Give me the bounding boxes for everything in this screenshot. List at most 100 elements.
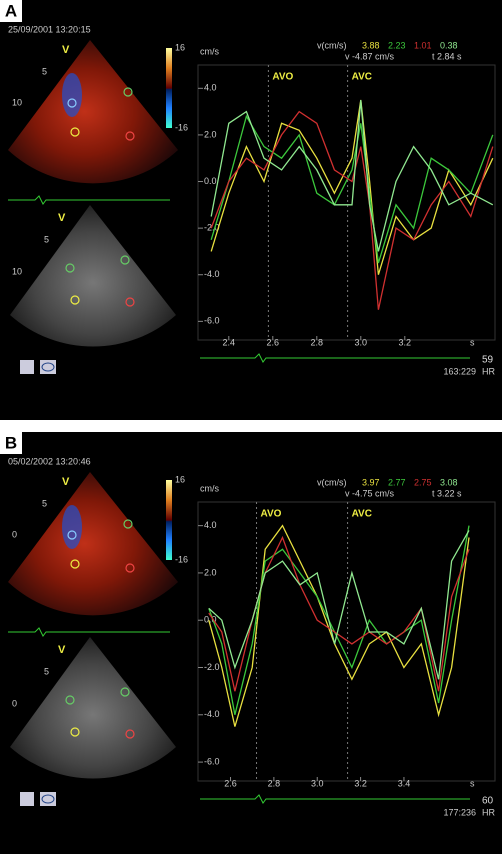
view-label: V bbox=[62, 44, 70, 56]
velocity-curve bbox=[210, 99, 494, 275]
y-tick-label: -6.0 bbox=[204, 756, 220, 766]
echo-sector bbox=[10, 637, 176, 779]
x-tick-label: 3.2 bbox=[354, 778, 367, 788]
panel-label: B bbox=[5, 433, 17, 452]
y-unit: cm/s bbox=[200, 46, 219, 56]
x-tick-label: 3.0 bbox=[355, 337, 368, 347]
x-tick-label: 2.6 bbox=[224, 778, 237, 788]
x-tick-label: 3.0 bbox=[311, 778, 324, 788]
y-tick-label: -4.0 bbox=[204, 269, 220, 279]
color-bar bbox=[166, 48, 172, 128]
heart-rate: 60 bbox=[482, 796, 494, 807]
frame-counter: 177:236 bbox=[443, 807, 476, 817]
color-bar bbox=[166, 480, 172, 560]
frame-counter: 163:229 bbox=[443, 366, 476, 376]
sample-marker bbox=[125, 563, 135, 573]
icon bbox=[20, 360, 34, 374]
view-label: V bbox=[58, 644, 66, 656]
y-tick-label: -4.0 bbox=[204, 709, 220, 719]
event-label: AVO bbox=[261, 509, 282, 520]
x-tick-label: 2.8 bbox=[311, 337, 324, 347]
y-tick-label: 0.0 bbox=[204, 615, 217, 625]
ecg-trace bbox=[8, 627, 170, 637]
readout-value: 2.77 bbox=[388, 477, 406, 487]
heart-rate-label: HR bbox=[482, 366, 495, 376]
sample-marker bbox=[125, 297, 135, 307]
cursor-velocity: v -4.75 cm/s bbox=[345, 488, 395, 498]
y-tick-label: 4.0 bbox=[204, 520, 217, 530]
depth-label: 10 bbox=[12, 97, 22, 107]
ecg-trace bbox=[200, 353, 470, 363]
colorbar-min: -16 bbox=[175, 554, 188, 564]
velocity-curve bbox=[208, 535, 470, 692]
depth-label: 5 bbox=[44, 666, 49, 676]
y-unit: cm/s bbox=[200, 483, 219, 493]
sample-marker bbox=[120, 255, 130, 265]
cursor-velocity: v -4.87 cm/s bbox=[345, 51, 395, 61]
x-tick-label: 3.4 bbox=[398, 778, 411, 788]
sample-marker bbox=[70, 727, 80, 737]
depth-label: 5 bbox=[42, 498, 47, 508]
velocity-curve bbox=[210, 99, 494, 252]
x-unit: s bbox=[470, 337, 475, 347]
x-tick-label: 3.2 bbox=[399, 337, 412, 347]
ecg-trace bbox=[8, 195, 170, 205]
sample-marker bbox=[125, 729, 135, 739]
readout-title: v(cm/s) bbox=[317, 477, 347, 487]
doppler-sector bbox=[8, 472, 178, 616]
colorbar-min: -16 bbox=[175, 122, 188, 132]
icon-glyph bbox=[41, 362, 55, 372]
x-unit: s bbox=[470, 778, 475, 788]
echo-sector bbox=[10, 205, 176, 347]
y-tick-label: -6.0 bbox=[204, 316, 220, 326]
readout-value: 2.75 bbox=[414, 477, 432, 487]
view-label: V bbox=[62, 476, 70, 488]
view-label: V bbox=[58, 212, 66, 224]
cursor-time: t 2.84 s bbox=[432, 51, 462, 61]
depth-label: 10 bbox=[12, 266, 22, 276]
sample-marker bbox=[70, 559, 80, 569]
readout-title: v(cm/s) bbox=[317, 40, 347, 50]
colorbar-max: 16 bbox=[175, 474, 185, 484]
panel-label: A bbox=[5, 1, 17, 20]
velocity-curve bbox=[208, 530, 470, 680]
y-tick-label: -2.0 bbox=[204, 662, 220, 672]
readout-value: 3.97 bbox=[362, 477, 380, 487]
sample-marker bbox=[123, 519, 133, 529]
sample-marker bbox=[125, 131, 135, 141]
doppler-blue bbox=[62, 73, 82, 117]
depth-label: 5 bbox=[44, 234, 49, 244]
event-label: AVC bbox=[352, 509, 372, 520]
sample-marker bbox=[65, 695, 75, 705]
panel-label-box bbox=[0, 0, 22, 22]
readout-value: 3.08 bbox=[440, 477, 458, 487]
sample-marker bbox=[65, 263, 75, 273]
date: 05/02/2002 13:20:46 bbox=[8, 456, 91, 466]
ecg-trace bbox=[200, 794, 470, 804]
depth-label: 0 bbox=[12, 698, 17, 708]
y-tick-label: 2.0 bbox=[204, 129, 217, 139]
depth-label: 0 bbox=[12, 529, 17, 539]
y-tick-label: 0.0 bbox=[204, 176, 217, 186]
plot-frame bbox=[197, 501, 496, 782]
panel-label-box bbox=[0, 432, 22, 454]
icon bbox=[20, 792, 34, 806]
depth-label: 5 bbox=[42, 66, 47, 76]
colorbar-max: 16 bbox=[175, 42, 185, 52]
x-tick-label: 2.8 bbox=[268, 778, 281, 788]
event-label: AVC bbox=[352, 72, 372, 83]
sample-marker bbox=[67, 98, 77, 108]
heart-rate: 59 bbox=[482, 355, 494, 366]
sample-marker bbox=[70, 295, 80, 305]
x-tick-label: 2.6 bbox=[267, 337, 280, 347]
doppler-blue bbox=[62, 505, 82, 549]
heart-rate-label: HR bbox=[482, 807, 495, 817]
readout-value: 0.38 bbox=[440, 40, 458, 50]
y-tick-label: 2.0 bbox=[204, 567, 217, 577]
readout-value: 2.23 bbox=[388, 40, 406, 50]
sample-marker bbox=[123, 87, 133, 97]
date: 25/09/2001 13:20:15 bbox=[8, 24, 91, 34]
